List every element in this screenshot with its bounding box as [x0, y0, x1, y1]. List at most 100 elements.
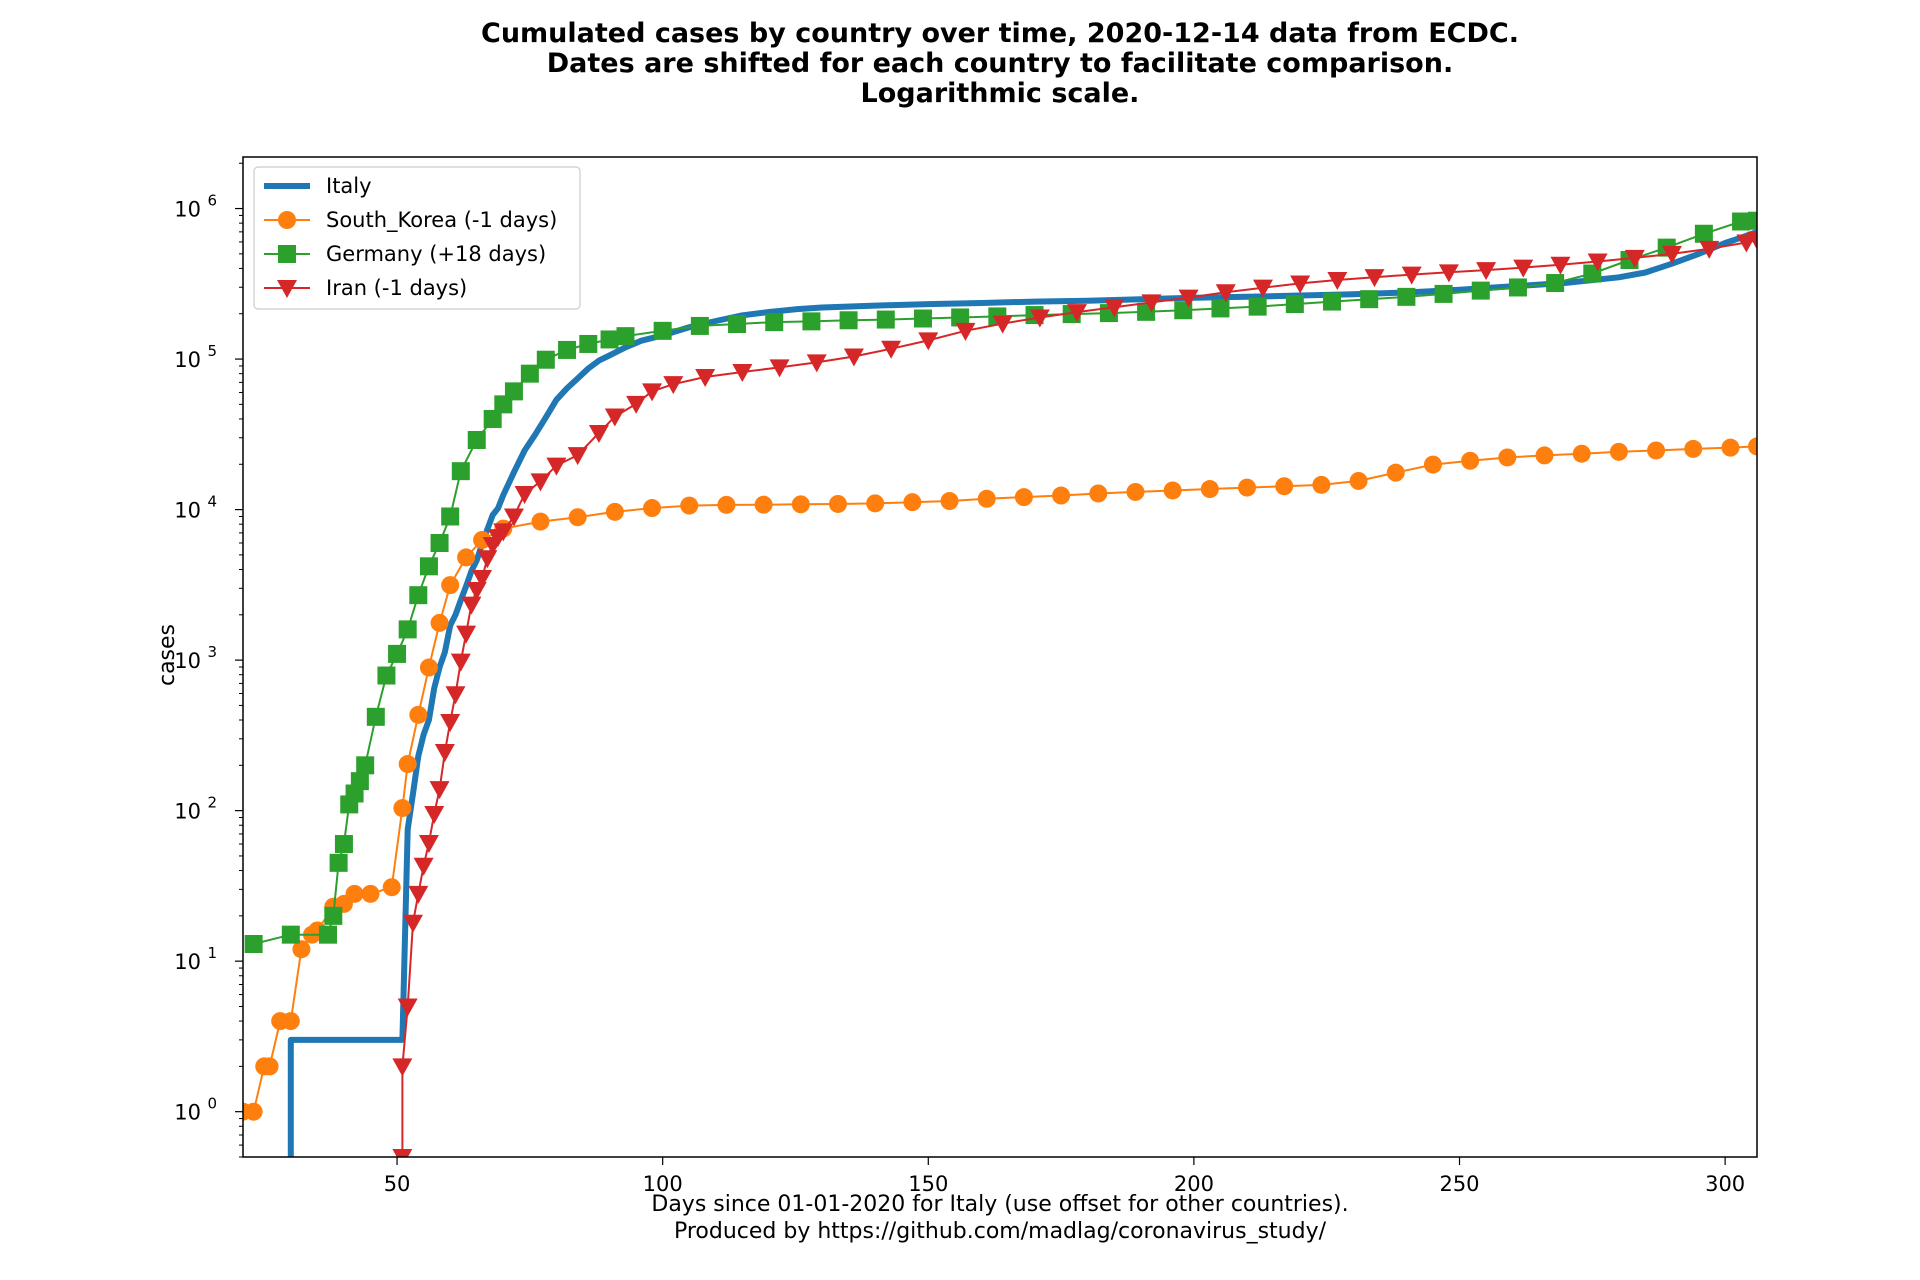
- chart-title: Cumulated cases by country over time, 20…: [481, 18, 1519, 109]
- series-3-point: [642, 383, 663, 402]
- series-2-point: [419, 557, 438, 576]
- series-2-point: [366, 707, 385, 726]
- series-1-point: [430, 613, 449, 632]
- series-1-point: [345, 884, 364, 903]
- series-1-point: [1461, 451, 1480, 470]
- series-3-point: [418, 834, 439, 853]
- series-1-point: [754, 495, 773, 514]
- legend-item: Italy: [264, 174, 372, 198]
- series-2-point: [1546, 274, 1565, 293]
- series-2-point: [1248, 297, 1267, 316]
- series-3-point: [493, 523, 514, 542]
- series-2-point: [951, 308, 970, 327]
- legend-box: [253, 166, 581, 310]
- series-2-point: [558, 340, 577, 359]
- series-1-point: [457, 548, 476, 567]
- series-3-point: [1476, 262, 1497, 281]
- y-tick-label: 10: [174, 649, 201, 673]
- series-1-point: [1014, 488, 1033, 507]
- series-2-point: [409, 586, 428, 605]
- series-1-point: [1721, 438, 1740, 457]
- series-2-point: [839, 311, 858, 330]
- series-1-point: [977, 489, 996, 508]
- series-1-point: [717, 495, 736, 514]
- series-3-point: [1029, 309, 1050, 328]
- y-tick-exponent: 3: [207, 643, 217, 661]
- series-1-point: [1349, 471, 1368, 490]
- series-2-point: [356, 756, 375, 775]
- series-1-point: [292, 940, 311, 959]
- series-2-point: [377, 666, 396, 685]
- series-2-point: [913, 309, 932, 328]
- series-2-point: [318, 925, 337, 944]
- series-1-point: [828, 494, 847, 513]
- series-1-point: [382, 878, 401, 897]
- series-2-point: [430, 533, 449, 552]
- series-3-point: [1290, 275, 1311, 294]
- series-2-point: [1397, 287, 1416, 306]
- series-1-point: [940, 492, 959, 511]
- y-tick-label: 10: [174, 800, 201, 824]
- series-3-point: [546, 457, 567, 476]
- series-3-point: [530, 473, 551, 492]
- series-2-point: [1360, 290, 1379, 309]
- series-2-point: [520, 364, 539, 383]
- legend-label: Iran (-1 days): [326, 276, 467, 300]
- series-2-point: [1471, 281, 1490, 300]
- series-3-point: [843, 348, 864, 367]
- series-1-point: [1312, 475, 1331, 494]
- series-3-point: [955, 322, 976, 341]
- x-axis-label: Days since 01-01-2020 for Italy (use off…: [651, 1192, 1348, 1244]
- series-3-point: [732, 364, 753, 383]
- series-2-point: [802, 312, 821, 331]
- series-1-point: [409, 705, 428, 724]
- series-3-point: [392, 1058, 413, 1077]
- series-layer: [243, 211, 1757, 1157]
- series-1-point: [1163, 481, 1182, 500]
- series-1-point: [1572, 444, 1591, 463]
- series-1-point: [1089, 484, 1108, 503]
- x-tick-label: 50: [384, 1172, 411, 1196]
- series-2-point: [324, 906, 343, 925]
- series-1-point: [1609, 442, 1628, 461]
- series-1-point: [244, 1102, 263, 1121]
- legend-item: Iran (-1 days): [264, 276, 467, 300]
- x-tick-label: 100: [643, 1172, 683, 1196]
- series-2-point: [334, 835, 353, 854]
- series-3-point: [429, 781, 450, 800]
- series-2-point: [616, 327, 635, 346]
- series-line-0: [287, 229, 1757, 1157]
- legend-marker: [277, 280, 297, 298]
- legend-item: Germany (+18 days): [264, 242, 546, 266]
- series-3-point: [450, 653, 471, 672]
- y-tick-exponent: 0: [207, 1095, 217, 1113]
- series-1-point: [1275, 477, 1294, 496]
- series-3-point: [918, 332, 939, 351]
- series-2: [244, 211, 1757, 954]
- series-3-point: [461, 596, 482, 615]
- series-3-point: [1252, 279, 1273, 298]
- series-0: [287, 229, 1757, 1157]
- y-tick-label: 10: [174, 950, 201, 974]
- x-tick-label: 300: [1705, 1172, 1745, 1196]
- series-3-point: [1513, 259, 1534, 278]
- y-axis-label: cases: [155, 624, 180, 686]
- series-1-point: [1052, 486, 1071, 505]
- series-3-point: [806, 354, 827, 373]
- series-1-point: [1423, 455, 1442, 474]
- title-line-2: Dates are shifted for each country to fa…: [547, 48, 1453, 79]
- series-3-point: [1438, 264, 1459, 283]
- series-3-point: [503, 508, 524, 527]
- x-axis-label-line-2: Produced by https://github.com/madlag/co…: [674, 1219, 1327, 1244]
- series-1-point: [643, 499, 662, 518]
- series-3-point: [440, 714, 461, 733]
- series-2-point: [1748, 211, 1757, 230]
- series-2-point: [441, 507, 460, 526]
- plot-frame: [242, 156, 1758, 1158]
- series-1-point: [1647, 441, 1666, 460]
- series-3-point: [663, 376, 684, 395]
- series-1-point: [791, 495, 810, 514]
- series-1-point: [1386, 463, 1405, 482]
- legend-item: South_Korea (-1 days): [264, 208, 557, 233]
